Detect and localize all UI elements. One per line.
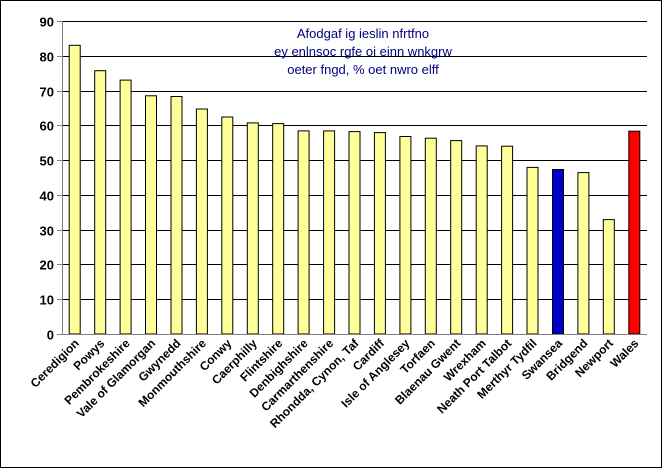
- y-tick-label: 0: [47, 328, 54, 343]
- bar: [145, 95, 157, 335]
- y-tick-label: 40: [40, 189, 54, 204]
- y-tick-label: 10: [40, 293, 54, 308]
- y-tick-label: 60: [40, 119, 54, 134]
- bar: [119, 79, 132, 335]
- bar: [272, 123, 285, 335]
- bar: [94, 70, 107, 335]
- y-tick-labels: 0 10 20 30 40 50 60 70 80 90: [40, 15, 54, 343]
- bar: [475, 145, 488, 335]
- title-line-3: oeter fngd, % oet nwro elff: [287, 62, 439, 77]
- bar: [68, 44, 81, 335]
- bar: [552, 169, 564, 335]
- bar: [297, 130, 310, 335]
- y-tick-label: 70: [40, 85, 54, 100]
- y-tick-label: 20: [40, 258, 54, 273]
- y-tick-label: 80: [40, 50, 54, 65]
- y-tick-label: 30: [40, 224, 54, 239]
- bar: [399, 136, 412, 335]
- title-line-1: Afodgaf ig ieslin nfrtfno: [297, 26, 429, 41]
- bar: [221, 116, 234, 335]
- bar: [170, 96, 183, 335]
- bar: [323, 130, 336, 335]
- axes: [57, 21, 647, 335]
- y-tick-label: 90: [40, 15, 54, 30]
- bar: [348, 131, 361, 335]
- bar: [526, 166, 539, 335]
- bars: [68, 44, 641, 335]
- category-label: Wales: [607, 336, 641, 370]
- bar: [628, 130, 641, 335]
- bar: [602, 219, 615, 335]
- title-line-2: ey enlnsoc rgfe oi einn wnkgrw: [274, 44, 452, 59]
- y-tick-label: 50: [40, 154, 54, 169]
- bar: [373, 132, 386, 335]
- bar: [450, 140, 463, 335]
- bar: [246, 122, 259, 335]
- bar: [501, 145, 514, 335]
- chart-title: Afodgaf ig ieslin nfrtfno ey enlnsoc rgf…: [274, 26, 452, 77]
- bar: [424, 137, 437, 335]
- bar: [577, 172, 590, 335]
- bar: [195, 108, 208, 335]
